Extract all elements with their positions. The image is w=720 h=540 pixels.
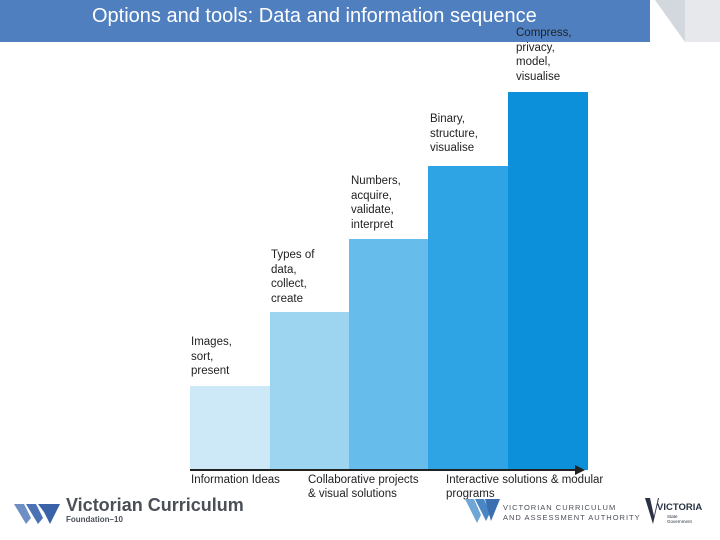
- step-label-2: Types of data, collect, create: [271, 249, 315, 305]
- step-bar-2: [270, 312, 349, 470]
- progression-axis: [190, 469, 577, 471]
- step-label-4: Binary, structure, visualise: [430, 113, 478, 154]
- slide-title: Options and tools: Data and information …: [92, 5, 537, 27]
- axis-label-left: Information Ideas: [191, 474, 280, 486]
- title-bar: Options and tools: Data and information …: [0, 0, 720, 42]
- victorian-curriculum-logo: Victorian Curriculum Foundation–10: [14, 494, 254, 530]
- vic-logo-sub: State Government: [667, 514, 692, 524]
- title-band-edge: [600, 0, 630, 42]
- step-bar-1: [190, 386, 270, 470]
- victoria-state-government-logo: VICTORIA State Government: [645, 494, 707, 530]
- vic-logo-name: VICTORIA: [657, 502, 703, 513]
- vcaa-logo: VICTORIAN CURRICULUM AND ASSESSMENT AUTH…: [465, 497, 640, 527]
- step-label-5: Compress, privacy, model, visualise: [516, 27, 572, 83]
- step-label-1: Images, sort, present: [191, 336, 232, 377]
- title-band: [0, 0, 650, 42]
- step-bar-4: [428, 166, 508, 470]
- vcaa-chevron-icon: [465, 499, 500, 523]
- step-bar-3: [349, 239, 428, 470]
- vc-logo-name: Victorian Curriculum: [66, 495, 244, 515]
- vcaa-logo-line1: VICTORIAN CURRICULUM: [503, 503, 617, 512]
- corner-decoration: [655, 0, 685, 42]
- axis-label-right: Interactive solutions & modular programs: [446, 474, 604, 500]
- vc-chevron-icon: [14, 504, 60, 524]
- vc-logo-sub: Foundation–10: [66, 515, 123, 524]
- axis-label-middle: Collaborative projects & visual solution…: [308, 474, 419, 500]
- corner-decoration-fill: [685, 0, 720, 42]
- axis-arrow-icon: [575, 465, 585, 475]
- vcaa-logo-line2: AND ASSESSMENT AUTHORITY: [503, 513, 641, 522]
- step-label-3: Numbers, acquire, validate, interpret: [351, 175, 401, 231]
- step-bar-5: [508, 92, 588, 470]
- victoria-v-icon: [645, 498, 659, 524]
